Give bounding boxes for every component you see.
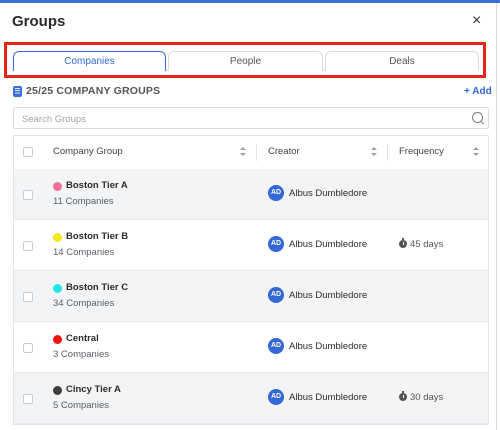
stopwatch-icon [399,238,407,248]
sort-icon[interactable] [473,147,479,157]
column-divider [387,144,388,161]
creator-name: Albus Dumbledore [289,392,368,403]
row-checkbox[interactable] [23,190,33,200]
search-icon[interactable] [472,112,483,123]
table-header: Company Group Creator Frequency [14,136,488,170]
tabs-highlight-outline [4,42,486,78]
frequency-value: 45 days [410,239,444,250]
close-icon[interactable]: × [472,12,482,29]
search-input[interactable] [20,111,464,127]
avatar: AD [268,236,284,252]
group-name[interactable]: Central [66,333,99,344]
group-color-dot [53,335,62,344]
avatar: AD [268,185,284,201]
search-box[interactable] [13,107,489,129]
frequency-value: 30 days [410,392,444,403]
group-name[interactable]: Boston Tier A [66,180,128,191]
column-header-group[interactable]: Company Group [53,146,123,157]
top-accent-bar [0,0,500,3]
creator-name: Albus Dumbledore [289,188,368,199]
column-divider [256,144,257,161]
select-all-checkbox[interactable] [23,147,33,157]
groups-table: Company Group Creator Frequency Boston T… [13,135,489,425]
building-icon [13,85,22,97]
group-company-count: 14 Companies [53,247,115,258]
group-color-dot [53,386,62,395]
group-company-count: 11 Companies [53,196,114,207]
group-color-dot [53,182,62,191]
table-row[interactable]: Boston Tier C 34 Companies AD Albus Dumb… [14,271,488,322]
row-checkbox[interactable] [23,394,33,404]
group-count-text: 25/25 COMPANY GROUPS [26,85,161,97]
creator-name: Albus Dumbledore [289,290,368,301]
table-row[interactable]: Cincy Tier A 5 Companies AD Albus Dumble… [14,373,488,424]
tab-deals[interactable]: Deals [325,51,479,71]
dialog-title: Groups [12,13,66,30]
table-row[interactable]: Central 3 Companies AD Albus Dumbledore [14,322,488,373]
row-checkbox[interactable] [23,343,33,353]
add-group-button[interactable]: + Add [464,86,492,97]
creator-name: Albus Dumbledore [289,341,368,352]
group-color-dot [53,284,62,293]
avatar: AD [268,389,284,405]
tab-people[interactable]: People [168,51,323,71]
group-name[interactable]: Boston Tier B [66,231,129,242]
avatar: AD [268,287,284,303]
tab-companies[interactable]: Companies [13,51,166,71]
group-color-dot [53,233,62,242]
table-row[interactable]: Boston Tier B 14 Companies AD Albus Dumb… [14,220,488,271]
sort-icon[interactable] [240,147,246,157]
group-name[interactable]: Boston Tier C [66,282,129,293]
group-company-count: 34 Companies [53,298,115,309]
column-header-frequency[interactable]: Frequency [399,146,444,157]
avatar: AD [268,338,284,354]
group-company-count: 3 Companies [53,349,109,360]
column-header-creator[interactable]: Creator [268,146,300,157]
table-row[interactable]: Boston Tier A 11 Companies AD Albus Dumb… [14,169,488,220]
creator-name: Albus Dumbledore [289,239,368,250]
row-checkbox[interactable] [23,241,33,251]
sort-icon[interactable] [371,147,377,157]
stopwatch-icon [399,391,407,401]
row-checkbox[interactable] [23,292,33,302]
group-name[interactable]: Cincy Tier A [66,384,121,395]
group-count-label: 25/25 COMPANY GROUPS [13,85,160,97]
group-company-count: 5 Companies [53,400,109,411]
